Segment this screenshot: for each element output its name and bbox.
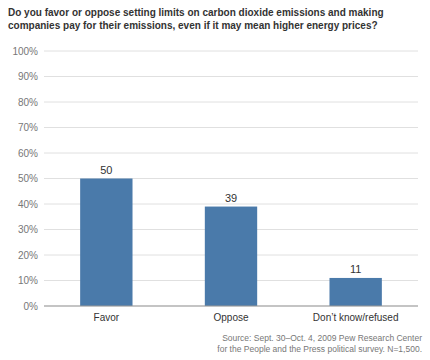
x-axis-line — [44, 306, 418, 307]
bar — [329, 278, 381, 306]
y-tick-label: 40% — [18, 199, 38, 210]
data-label: 39 — [225, 192, 237, 204]
source-note: Source: Sept. 30–Oct. 4, 2009 Pew Resear… — [217, 333, 422, 354]
grid — [44, 51, 418, 306]
y-tick-label: 90% — [18, 71, 38, 82]
chart: Do you favor or oppose setting limits on… — [0, 0, 430, 360]
x-tick-label: Don’t know/refused — [313, 312, 399, 323]
data-label: 11 — [350, 263, 361, 275]
grid-line — [44, 127, 418, 128]
x-tick-label: Oppose — [213, 312, 248, 323]
x-tick-label: Favor — [94, 312, 120, 323]
bar — [205, 207, 257, 306]
y-tick-label: 60% — [18, 148, 38, 159]
title: Do you favor or oppose setting limits on… — [8, 7, 384, 31]
data-label: 50 — [100, 164, 112, 176]
bar — [80, 179, 132, 307]
y-tick-label: 20% — [18, 250, 38, 261]
y-tick-label: 80% — [18, 97, 38, 108]
y-tick-label: 70% — [18, 122, 38, 133]
data-labels: 50 39 11 — [100, 164, 361, 275]
y-tick-label: 50% — [18, 173, 38, 184]
y-tick-label: 100% — [12, 46, 38, 57]
grid-line — [44, 306, 418, 307]
grid-line — [44, 76, 418, 77]
y-tick-label: 0% — [24, 301, 39, 312]
y-tick-label: 10% — [18, 275, 38, 286]
bars — [80, 179, 382, 307]
grid-line — [44, 153, 418, 154]
y-tick-label: 30% — [18, 224, 38, 235]
grid-line — [44, 51, 418, 52]
grid-line — [44, 102, 418, 103]
chart-container: Do you favor or oppose setting limits on… — [0, 0, 430, 360]
